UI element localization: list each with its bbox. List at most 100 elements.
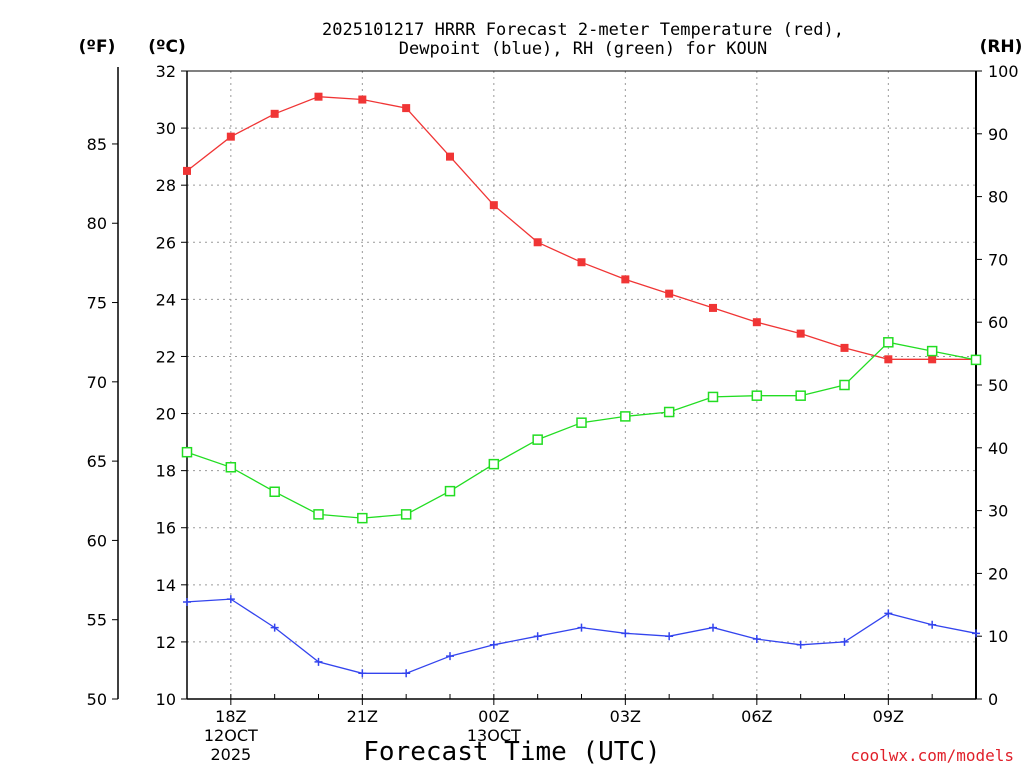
x-tick-year: 2025 bbox=[210, 745, 251, 764]
dewpoint-point bbox=[314, 657, 323, 666]
temperature-point bbox=[884, 355, 893, 364]
dewpoint-point bbox=[665, 632, 674, 641]
relative-humidity-point bbox=[576, 417, 587, 428]
x-tick-label: 09Z bbox=[873, 707, 904, 726]
dewpoint-point bbox=[489, 640, 498, 649]
dewpoint-point bbox=[884, 609, 893, 618]
celsius-tick-label: 14 bbox=[156, 576, 176, 595]
dewpoint-point bbox=[621, 629, 630, 638]
celsius-tick-label: 30 bbox=[156, 119, 176, 138]
relative-humidity-point bbox=[225, 462, 237, 473]
celsius-tick-label: 32 bbox=[156, 62, 176, 81]
relative-humidity-point bbox=[400, 509, 412, 520]
rh-tick-label: 0 bbox=[988, 690, 998, 709]
x-tick-label: 06Z bbox=[741, 707, 772, 726]
dewpoint-point bbox=[226, 595, 235, 604]
fahrenheit-tick-label: 65 bbox=[87, 452, 107, 471]
fahrenheit-unit-label: (ºF) bbox=[79, 37, 116, 57]
dewpoint-point bbox=[270, 623, 279, 632]
rh-unit-label: (RH) bbox=[980, 37, 1023, 57]
temperature-point bbox=[621, 275, 630, 284]
relative-humidity-point bbox=[181, 446, 193, 458]
relative-humidity-point bbox=[751, 390, 763, 401]
fahrenheit-tick-label: 55 bbox=[87, 611, 107, 630]
celsius-tick-label: 24 bbox=[156, 290, 176, 309]
rh-tick-label: 80 bbox=[988, 188, 1008, 207]
dewpoint-point bbox=[577, 623, 586, 632]
rh-tick-label: 70 bbox=[988, 250, 1008, 269]
dewpoint-point bbox=[840, 637, 849, 646]
celsius-tick-label: 20 bbox=[156, 405, 176, 424]
temperature-point bbox=[358, 95, 367, 104]
temperature-point bbox=[665, 289, 674, 298]
temperature-point bbox=[577, 258, 586, 267]
rh-tick-label: 20 bbox=[988, 564, 1008, 583]
x-axis-label: Forecast Time (UTC) bbox=[363, 737, 660, 767]
rh-tick-label: 50 bbox=[988, 376, 1008, 395]
temperature-point bbox=[183, 166, 191, 175]
dewpoint-point bbox=[928, 620, 937, 629]
dewpoint-point bbox=[446, 652, 454, 661]
temperature-point bbox=[402, 104, 411, 113]
fahrenheit-tick-label: 70 bbox=[87, 373, 107, 392]
fahrenheit-tick-label: 60 bbox=[87, 531, 107, 550]
rh-tick-label: 40 bbox=[988, 439, 1008, 458]
rh-tick-label: 90 bbox=[988, 125, 1008, 144]
chart-title-line-1: 2025101217 HRRR Forecast 2-meter Tempera… bbox=[322, 20, 844, 40]
temperature-point bbox=[446, 152, 454, 161]
temperature-point bbox=[314, 92, 323, 101]
fahrenheit-tick-label: 85 bbox=[87, 135, 107, 154]
dewpoint-point bbox=[358, 669, 367, 678]
celsius-unit-label: (ºC) bbox=[148, 37, 186, 57]
temperature-point bbox=[489, 201, 498, 210]
temperature-point bbox=[270, 109, 279, 118]
temperature-point bbox=[752, 318, 761, 327]
fahrenheit-tick-label: 50 bbox=[87, 690, 107, 709]
dewpoint-point bbox=[402, 669, 411, 678]
relative-humidity-point bbox=[620, 411, 631, 422]
relative-humidity-point bbox=[663, 406, 675, 418]
relative-humidity-point bbox=[883, 337, 894, 348]
celsius-tick-label: 12 bbox=[156, 633, 176, 652]
rh-tick-label: 100 bbox=[988, 62, 1019, 81]
temperature-point bbox=[533, 238, 542, 247]
x-tick-label: 03Z bbox=[610, 707, 641, 726]
celsius-tick-label: 28 bbox=[156, 176, 176, 195]
celsius-tick-label: 26 bbox=[156, 233, 176, 252]
relative-humidity-point bbox=[707, 391, 719, 403]
relative-humidity-point bbox=[839, 379, 850, 391]
dewpoint-line bbox=[186, 598, 977, 674]
relative-humidity-point bbox=[313, 509, 324, 520]
relative-humidity-point bbox=[488, 458, 500, 470]
relative-humidity-point bbox=[926, 345, 938, 357]
dewpoint-point bbox=[533, 632, 542, 641]
temperature-point bbox=[928, 355, 937, 364]
celsius-tick-label: 18 bbox=[156, 462, 176, 481]
celsius-tick-label: 10 bbox=[156, 690, 176, 709]
rh-tick-label: 30 bbox=[988, 502, 1008, 521]
relative-humidity-point bbox=[444, 485, 456, 497]
dewpoint-point bbox=[972, 629, 980, 638]
dewpoint-point bbox=[709, 623, 717, 632]
rh-tick-label: 60 bbox=[988, 313, 1008, 332]
relative-humidity-point bbox=[269, 486, 280, 498]
relative-humidity-point bbox=[795, 390, 806, 401]
temperature-point bbox=[709, 303, 717, 312]
fahrenheit-tick-label: 75 bbox=[87, 294, 107, 313]
temperature-point bbox=[796, 329, 805, 338]
dewpoint-point bbox=[183, 597, 191, 606]
plot-area: 10 12 14 16 18 20 22 24 26 28 30 32 50 55 60 65 70 75 80 85… bbox=[87, 62, 1019, 764]
fahrenheit-tick-label: 80 bbox=[87, 214, 107, 233]
rh-tick-label: 10 bbox=[988, 627, 1008, 646]
temperature-line bbox=[186, 96, 976, 360]
x-tick-date: 12OCT bbox=[204, 726, 258, 745]
x-tick-label: 21Z bbox=[347, 707, 378, 726]
x-tick-label: 00Z bbox=[478, 707, 509, 726]
relative-humidity-point bbox=[532, 434, 543, 445]
chart-title-line-2: Dewpoint (blue), RH (green) for KOUN bbox=[399, 39, 767, 59]
celsius-tick-label: 22 bbox=[156, 347, 176, 366]
dewpoint-point bbox=[796, 640, 805, 649]
relative-humidity-point bbox=[970, 354, 982, 366]
temperature-point bbox=[226, 132, 235, 141]
x-tick-date: 13OCT bbox=[467, 726, 521, 745]
